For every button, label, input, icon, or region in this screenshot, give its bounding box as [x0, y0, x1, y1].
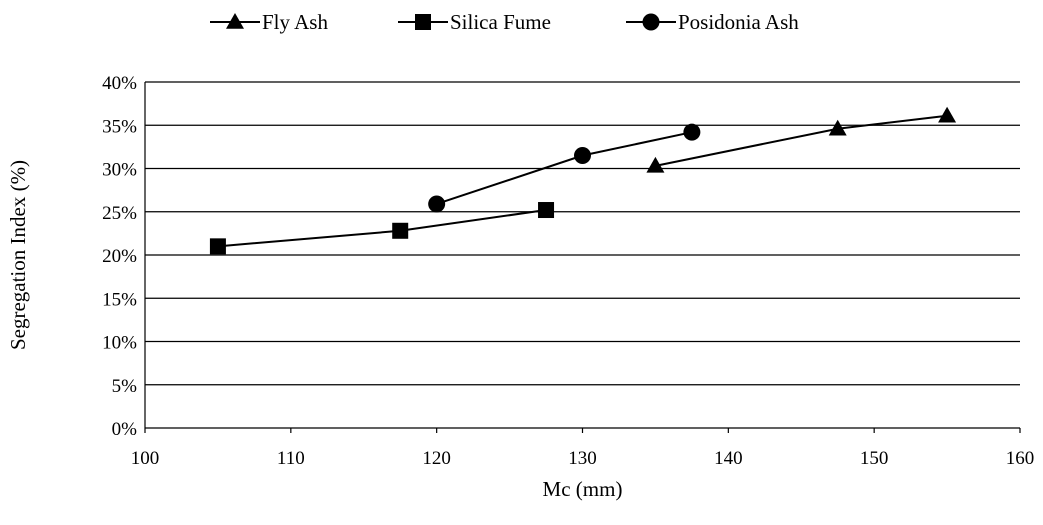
x-tick-label: 120: [422, 448, 451, 469]
data-point-posidonia-ash: [574, 147, 591, 165]
x-tick-label: 130: [568, 448, 597, 469]
x-tick-label: 100: [131, 448, 160, 469]
legend-item-silica-fume: Silica Fume: [398, 10, 551, 34]
y-tick-label: 35%: [102, 116, 137, 137]
grid-lines: [145, 81, 1020, 386]
series-line-silica-fume: [217, 209, 547, 248]
y-tick-label: 20%: [102, 246, 137, 267]
y-axis-title: Segregation Index (%): [6, 160, 30, 350]
legend-item-posidonia-ash: Posidonia Ash: [626, 10, 799, 34]
y-tick-label: 10%: [102, 333, 137, 354]
series-layer: [209, 106, 957, 255]
series-line-fly-ash: [655, 114, 948, 167]
legend-label-posidonia-ash: Posidonia Ash: [678, 10, 799, 34]
data-point-silica-fume: [392, 222, 409, 239]
x-axis-title: Mc (mm): [543, 477, 623, 501]
legend-marker-posidonia-ash: [642, 13, 660, 31]
y-tick-label: 5%: [112, 376, 138, 397]
series-posidonia-ash: [428, 123, 701, 213]
series-silica-fume: [209, 202, 555, 255]
legend-marker-silica-fume: [415, 14, 431, 30]
data-point-silica-fume: [538, 202, 555, 219]
legend-item-fly-ash: Fly Ash: [210, 10, 328, 34]
y-tick-label: 25%: [102, 203, 137, 224]
legend-label-silica-fume: Silica Fume: [450, 10, 551, 34]
x-tick-label: 140: [714, 448, 743, 469]
x-tick-label: 110: [277, 448, 305, 469]
x-tick-label: 160: [1006, 448, 1035, 469]
y-tick-label: 30%: [102, 160, 137, 181]
y-tick-label: 15%: [102, 289, 137, 310]
axes: 0% 5% 10% 15% 20% 25% 30% 35% 40% 100 110 120 130 140…: [102, 73, 1034, 469]
legend: Fly Ash Silica Fume Posidonia Ash: [210, 10, 799, 34]
series-fly-ash: [646, 106, 957, 173]
data-point-posidonia-ash: [428, 195, 446, 213]
y-tick-label: 40%: [102, 73, 137, 94]
y-tick-label: 0%: [112, 419, 138, 440]
data-point-silica-fume: [209, 238, 226, 255]
legend-marker-fly-ash: [226, 13, 244, 29]
legend-label-fly-ash: Fly Ash: [262, 10, 328, 34]
data-point-posidonia-ash: [683, 123, 701, 141]
x-tick-label: 150: [860, 448, 889, 469]
data-point-fly-ash: [938, 106, 957, 123]
data-point-fly-ash: [828, 119, 847, 136]
data-point-fly-ash: [646, 156, 665, 173]
